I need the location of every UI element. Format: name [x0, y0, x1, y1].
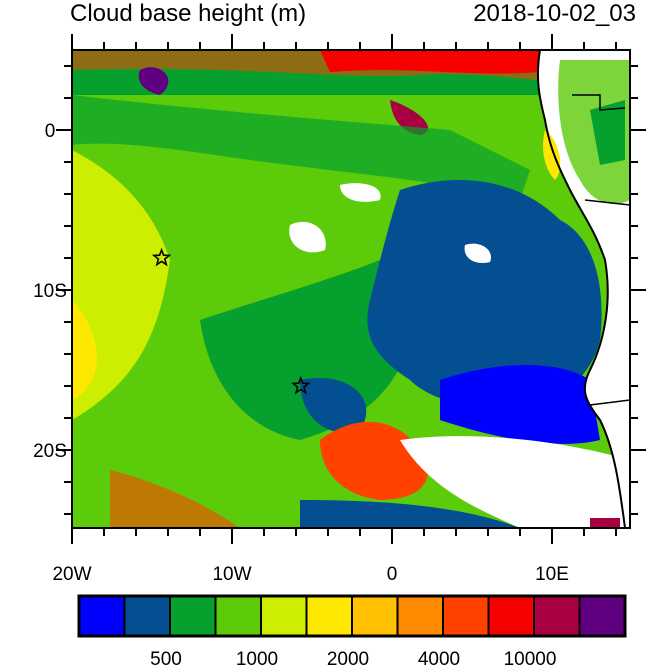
country-border — [572, 94, 626, 111]
colorbar-box — [123, 595, 171, 637]
x-tick-label: 10E — [535, 564, 569, 585]
timestamp: 2018-10-02_03 — [473, 0, 636, 27]
colorbar-box — [169, 595, 217, 637]
cloud-base-field — [72, 50, 630, 528]
star-marker-icon — [291, 375, 311, 395]
x-tick-label: 0 — [387, 564, 398, 585]
y-tick-label: 0 — [45, 121, 56, 142]
colorbar-box — [78, 595, 126, 637]
colorbar-box — [260, 595, 308, 637]
coastline — [536, 50, 626, 528]
colorbar-label: 1000 — [236, 649, 278, 667]
colorbar-label: 10000 — [504, 649, 557, 667]
colorbar-box — [533, 595, 581, 637]
country-border — [589, 399, 630, 406]
colorbar-box — [396, 595, 444, 637]
plot-title: Cloud base height (m) — [70, 0, 307, 27]
colorbar-box — [214, 595, 262, 637]
y-tick-label: 20S — [33, 441, 67, 462]
colorbar-box — [578, 595, 626, 637]
colorbar-frame — [77, 594, 627, 638]
colorbar-label: 500 — [150, 649, 182, 667]
colorbar-label: 4000 — [418, 649, 460, 667]
x-tick-label: 10W — [212, 564, 251, 585]
star-marker-icon — [151, 247, 172, 267]
y-tick-label: 10S — [33, 281, 67, 302]
colorbar-box — [305, 595, 353, 637]
x-tick-label: 20W — [52, 564, 91, 585]
colorbar-box — [487, 595, 535, 637]
colorbar-label: 2000 — [327, 649, 369, 667]
colorbar-box — [351, 595, 399, 637]
country-border — [584, 199, 630, 206]
colorbar-box — [442, 595, 490, 637]
